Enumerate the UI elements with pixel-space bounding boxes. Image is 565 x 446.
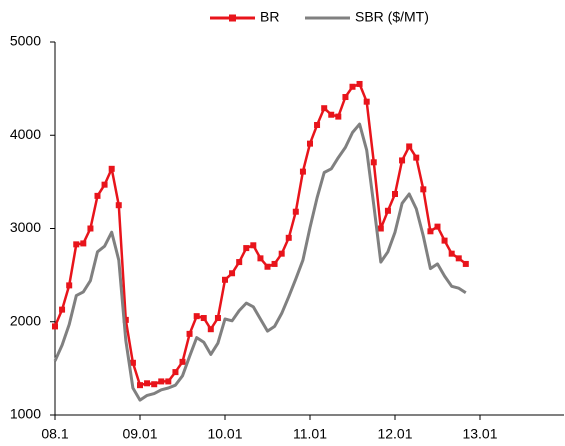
marker bbox=[413, 154, 420, 161]
marker bbox=[434, 223, 441, 230]
marker bbox=[399, 157, 406, 164]
marker bbox=[94, 192, 101, 199]
marker bbox=[278, 250, 285, 257]
marker bbox=[151, 381, 158, 388]
y-tick-label: 5000 bbox=[10, 33, 41, 49]
marker bbox=[137, 382, 143, 389]
marker bbox=[335, 113, 342, 120]
marker bbox=[52, 323, 58, 330]
marker bbox=[427, 228, 434, 235]
y-tick-label: 1000 bbox=[10, 406, 41, 422]
legend-label: SBR ($/MT) bbox=[355, 9, 429, 25]
legend-label: BR bbox=[260, 9, 279, 25]
x-tick-label: 10.01 bbox=[207, 426, 242, 442]
series-line bbox=[53, 82, 467, 387]
marker bbox=[222, 276, 228, 283]
marker bbox=[59, 306, 66, 313]
marker bbox=[420, 186, 427, 193]
y-tick-label: 2000 bbox=[10, 312, 41, 328]
marker bbox=[250, 242, 257, 249]
marker bbox=[108, 165, 115, 172]
marker bbox=[207, 326, 214, 333]
marker bbox=[257, 255, 264, 262]
marker bbox=[285, 234, 292, 241]
marker bbox=[179, 358, 186, 365]
series-line bbox=[53, 122, 467, 402]
marker bbox=[122, 316, 129, 323]
marker bbox=[271, 260, 278, 267]
marker bbox=[356, 80, 363, 87]
marker bbox=[349, 83, 356, 90]
marker bbox=[243, 245, 250, 252]
marker bbox=[87, 225, 94, 232]
marker bbox=[328, 111, 335, 118]
marker bbox=[158, 378, 165, 385]
marker bbox=[80, 240, 87, 247]
x-tick-label: 13.01 bbox=[462, 426, 497, 442]
x-tick-label: 12.01 bbox=[377, 426, 412, 442]
x-tick-label: 11.01 bbox=[293, 426, 327, 442]
marker bbox=[342, 94, 349, 101]
x-tick-label: 08.1 bbox=[41, 426, 68, 442]
marker bbox=[101, 181, 108, 188]
marker bbox=[392, 190, 398, 197]
marker bbox=[377, 225, 384, 232]
marker bbox=[462, 260, 469, 267]
y-tick-label: 3000 bbox=[10, 219, 41, 235]
legend-marker bbox=[229, 14, 236, 22]
marker bbox=[236, 259, 243, 266]
marker bbox=[363, 98, 370, 105]
marker bbox=[172, 369, 179, 376]
marker bbox=[165, 378, 172, 385]
marker bbox=[200, 315, 207, 322]
marker bbox=[314, 121, 321, 128]
marker bbox=[292, 208, 299, 215]
marker bbox=[448, 250, 455, 257]
marker bbox=[299, 168, 306, 175]
marker bbox=[370, 159, 377, 166]
marker bbox=[115, 202, 122, 209]
marker bbox=[455, 255, 462, 262]
marker bbox=[214, 315, 221, 322]
x-tick-label: 09.01 bbox=[122, 426, 157, 442]
marker bbox=[73, 241, 80, 248]
y-tick-label: 4000 bbox=[10, 126, 41, 142]
marker bbox=[264, 263, 271, 270]
marker bbox=[129, 359, 136, 366]
marker bbox=[193, 313, 200, 320]
marker bbox=[229, 270, 236, 277]
marker bbox=[144, 380, 151, 387]
marker bbox=[406, 143, 413, 150]
marker bbox=[307, 140, 313, 147]
marker bbox=[66, 282, 73, 289]
marker bbox=[441, 237, 448, 244]
marker bbox=[384, 207, 391, 214]
marker bbox=[186, 330, 193, 337]
marker bbox=[321, 105, 328, 112]
